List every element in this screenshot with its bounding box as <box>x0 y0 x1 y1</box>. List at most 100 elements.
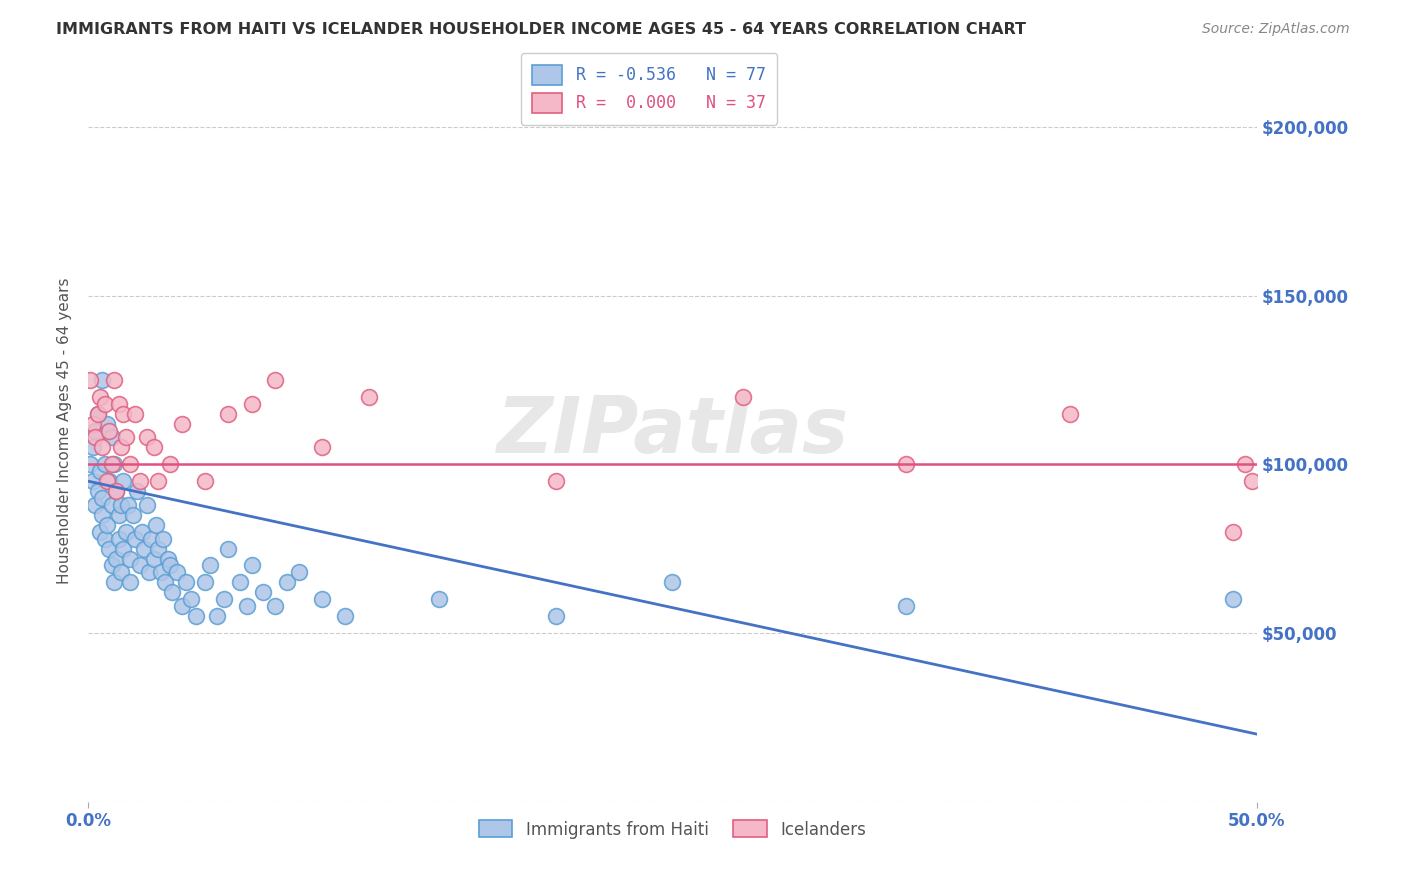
Immigrants from Haiti <box>103 458 125 472</box>
Icelanders <box>91 441 114 455</box>
Immigrants from Haiti <box>86 484 108 499</box>
Immigrants from Haiti <box>89 524 111 539</box>
Icelanders <box>112 407 135 421</box>
Icelanders <box>79 373 101 387</box>
Icelanders <box>98 424 121 438</box>
Icelanders <box>240 396 263 410</box>
Immigrants from Haiti <box>105 551 128 566</box>
Immigrants from Haiti <box>84 424 107 438</box>
Immigrants from Haiti <box>176 575 198 590</box>
Icelanders <box>110 441 132 455</box>
Immigrants from Haiti <box>117 498 139 512</box>
Immigrants from Haiti <box>96 518 118 533</box>
Immigrants from Haiti <box>152 532 174 546</box>
Immigrants from Haiti <box>98 541 121 556</box>
Immigrants from Haiti <box>141 532 163 546</box>
Immigrants from Haiti <box>180 592 202 607</box>
Immigrants from Haiti <box>155 575 177 590</box>
Icelanders <box>357 390 380 404</box>
Immigrants from Haiti <box>93 532 115 546</box>
Immigrants from Haiti <box>142 551 165 566</box>
Immigrants from Haiti <box>427 592 450 607</box>
Icelanders <box>120 458 142 472</box>
Immigrants from Haiti <box>107 508 129 522</box>
Immigrants from Haiti <box>159 558 181 573</box>
Immigrants from Haiti <box>103 575 125 590</box>
Icelanders <box>107 396 129 410</box>
Immigrants from Haiti <box>184 609 207 624</box>
Icelanders <box>142 441 165 455</box>
Immigrants from Haiti <box>287 566 309 580</box>
Immigrants from Haiti <box>170 599 193 613</box>
Immigrants from Haiti <box>82 441 104 455</box>
Immigrants from Haiti <box>145 518 167 533</box>
Immigrants from Haiti <box>98 474 121 488</box>
Icelanders <box>311 441 333 455</box>
Icelanders <box>1234 458 1257 472</box>
Icelanders <box>170 417 193 431</box>
Icelanders <box>148 474 170 488</box>
Icelanders <box>82 417 104 431</box>
Icelanders <box>1241 474 1264 488</box>
Immigrants from Haiti <box>100 498 122 512</box>
Icelanders <box>128 474 150 488</box>
Icelanders <box>89 390 111 404</box>
Icelanders <box>159 458 181 472</box>
Immigrants from Haiti <box>127 484 149 499</box>
Immigrants from Haiti <box>112 541 135 556</box>
Immigrants from Haiti <box>311 592 333 607</box>
Immigrants from Haiti <box>217 541 239 556</box>
Immigrants from Haiti <box>229 575 252 590</box>
Immigrants from Haiti <box>264 599 287 613</box>
Legend: Immigrants from Haiti, Icelanders: Immigrants from Haiti, Icelanders <box>472 814 873 846</box>
Immigrants from Haiti <box>100 430 122 444</box>
Immigrants from Haiti <box>107 532 129 546</box>
Immigrants from Haiti <box>205 609 228 624</box>
Immigrants from Haiti <box>100 558 122 573</box>
Immigrants from Haiti <box>148 541 170 556</box>
Immigrants from Haiti <box>335 609 357 624</box>
Immigrants from Haiti <box>110 498 132 512</box>
Immigrants from Haiti <box>79 458 101 472</box>
Icelanders <box>103 373 125 387</box>
Immigrants from Haiti <box>110 566 132 580</box>
Icelanders <box>93 396 115 410</box>
Y-axis label: Householder Income Ages 45 - 64 years: Householder Income Ages 45 - 64 years <box>58 277 72 584</box>
Icelanders <box>114 430 136 444</box>
Immigrants from Haiti <box>149 566 172 580</box>
Immigrants from Haiti <box>84 498 107 512</box>
Text: ZIPatlas: ZIPatlas <box>496 392 849 468</box>
Immigrants from Haiti <box>112 474 135 488</box>
Immigrants from Haiti <box>96 417 118 431</box>
Icelanders <box>86 407 108 421</box>
Immigrants from Haiti <box>156 551 179 566</box>
Immigrants from Haiti <box>91 373 114 387</box>
Icelanders <box>124 407 146 421</box>
Immigrants from Haiti <box>131 524 153 539</box>
Icelanders <box>100 458 122 472</box>
Text: Source: ZipAtlas.com: Source: ZipAtlas.com <box>1202 22 1350 37</box>
Icelanders <box>1059 407 1081 421</box>
Immigrants from Haiti <box>252 585 274 599</box>
Immigrants from Haiti <box>198 558 221 573</box>
Immigrants from Haiti <box>896 599 918 613</box>
Immigrants from Haiti <box>661 575 683 590</box>
Icelanders <box>84 430 107 444</box>
Icelanders <box>105 484 128 499</box>
Icelanders <box>544 474 567 488</box>
Icelanders <box>731 390 754 404</box>
Immigrants from Haiti <box>194 575 217 590</box>
Immigrants from Haiti <box>120 575 142 590</box>
Immigrants from Haiti <box>91 491 114 505</box>
Immigrants from Haiti <box>276 575 298 590</box>
Immigrants from Haiti <box>93 458 115 472</box>
Immigrants from Haiti <box>114 524 136 539</box>
Icelanders <box>217 407 239 421</box>
Immigrants from Haiti <box>134 541 156 556</box>
Icelanders <box>264 373 287 387</box>
Icelanders <box>194 474 217 488</box>
Immigrants from Haiti <box>82 474 104 488</box>
Icelanders <box>1222 524 1244 539</box>
Text: IMMIGRANTS FROM HAITI VS ICELANDER HOUSEHOLDER INCOME AGES 45 - 64 YEARS CORRELA: IMMIGRANTS FROM HAITI VS ICELANDER HOUSE… <box>56 22 1026 37</box>
Immigrants from Haiti <box>121 508 143 522</box>
